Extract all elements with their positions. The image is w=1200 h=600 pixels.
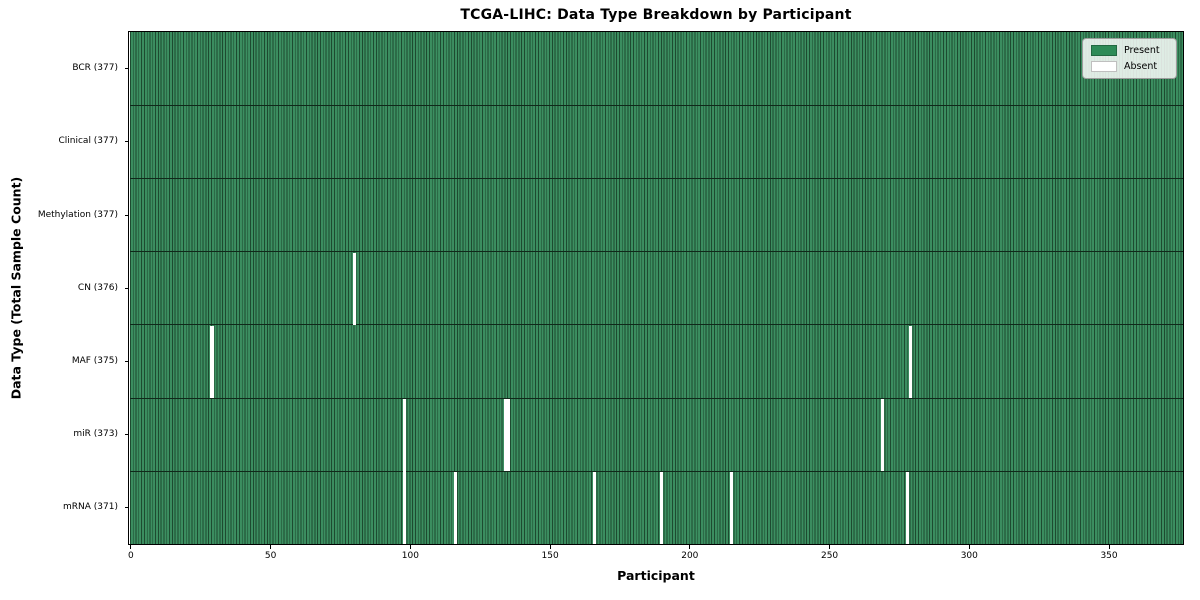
x-tick-label: 350 xyxy=(1100,550,1118,561)
absent-cell-mRNA-116 xyxy=(453,472,457,545)
absent-cell-miR-269 xyxy=(881,398,885,472)
x-tick-mark xyxy=(270,544,272,549)
present-swatch-icon xyxy=(1091,45,1117,56)
y-tick-mark xyxy=(124,287,129,289)
x-tick-label: 0 xyxy=(128,550,134,561)
x-tick-label: 300 xyxy=(960,550,978,561)
heatmap-row-mRNA xyxy=(129,471,1184,545)
heatmap-row-CN xyxy=(129,251,1184,325)
y-tick-mark xyxy=(124,214,129,216)
y-tick-label-CN: CN (376) xyxy=(77,282,118,293)
y-tick-label-MAF: MAF (375) xyxy=(71,355,118,366)
row-divider-line xyxy=(129,470,1184,472)
y-tick-mark xyxy=(124,360,129,362)
chart-title: TCGA-LIHC: Data Type Breakdown by Partic… xyxy=(460,7,852,23)
x-tick-label: 50 xyxy=(264,550,277,561)
heatmap-row-Clinical xyxy=(129,105,1184,179)
absent-cell-miR-134 xyxy=(503,398,507,472)
absent-cell-MAF-279 xyxy=(909,325,913,399)
y-tick-mark xyxy=(124,68,129,70)
x-tick-label: 150 xyxy=(541,550,559,561)
x-tick-mark xyxy=(829,544,831,549)
y-tick-mark xyxy=(124,141,129,143)
x-tick-label: 250 xyxy=(820,550,839,561)
absent-cell-MAF-29 xyxy=(210,325,214,399)
x-tick-mark xyxy=(689,544,691,549)
absent-cell-mRNA-98 xyxy=(403,472,407,545)
y-tick-label-mRNA: mRNA (371) xyxy=(63,502,118,513)
absent-cell-mRNA-166 xyxy=(593,472,597,545)
x-axis-label: Participant xyxy=(617,568,695,583)
y-tick-label-miR: miR (373) xyxy=(73,429,118,440)
row-divider-line xyxy=(129,177,1184,179)
x-tick-mark xyxy=(409,544,411,549)
x-tick-mark xyxy=(130,544,132,549)
row-divider-line xyxy=(129,397,1184,399)
legend-item-present: Present xyxy=(1091,45,1168,56)
y-tick-mark xyxy=(124,507,129,509)
x-tick-mark xyxy=(968,544,970,549)
y-tick-label-Clinical: Clinical (377) xyxy=(58,136,118,147)
heatmap-row-BCR xyxy=(129,32,1184,106)
row-divider-line xyxy=(129,324,1184,326)
y-tick-mark xyxy=(124,434,129,436)
absent-cell-miR-135 xyxy=(506,398,510,472)
absent-cell-mRNA-278 xyxy=(906,472,910,545)
row-divider-line xyxy=(129,251,1184,253)
legend-label-present: Present xyxy=(1124,45,1160,56)
heatmap-row-miR xyxy=(129,398,1184,472)
absent-cell-mRNA-190 xyxy=(660,472,664,545)
legend-item-absent: Absent xyxy=(1091,61,1168,72)
plot-area xyxy=(129,32,1184,545)
absent-cell-mRNA-215 xyxy=(730,472,734,545)
absent-cell-CN-80 xyxy=(352,252,357,325)
x-tick-mark xyxy=(1108,544,1110,549)
legend: Present Absent xyxy=(1082,38,1177,79)
legend-label-absent: Absent xyxy=(1124,61,1158,72)
y-tick-label-Methylation: Methylation (377) xyxy=(37,209,118,220)
heatmap-row-MAF xyxy=(129,324,1184,399)
x-tick-mark xyxy=(549,544,551,549)
y-tick-label-BCR: BCR (377) xyxy=(72,63,118,74)
absent-cell-miR-98 xyxy=(403,398,407,473)
row-divider-line xyxy=(129,104,1184,106)
x-tick-label: 200 xyxy=(681,550,699,561)
absent-swatch-icon xyxy=(1091,61,1117,72)
x-tick-label: 100 xyxy=(401,550,419,561)
heatmap-row-Methylation xyxy=(129,178,1184,252)
